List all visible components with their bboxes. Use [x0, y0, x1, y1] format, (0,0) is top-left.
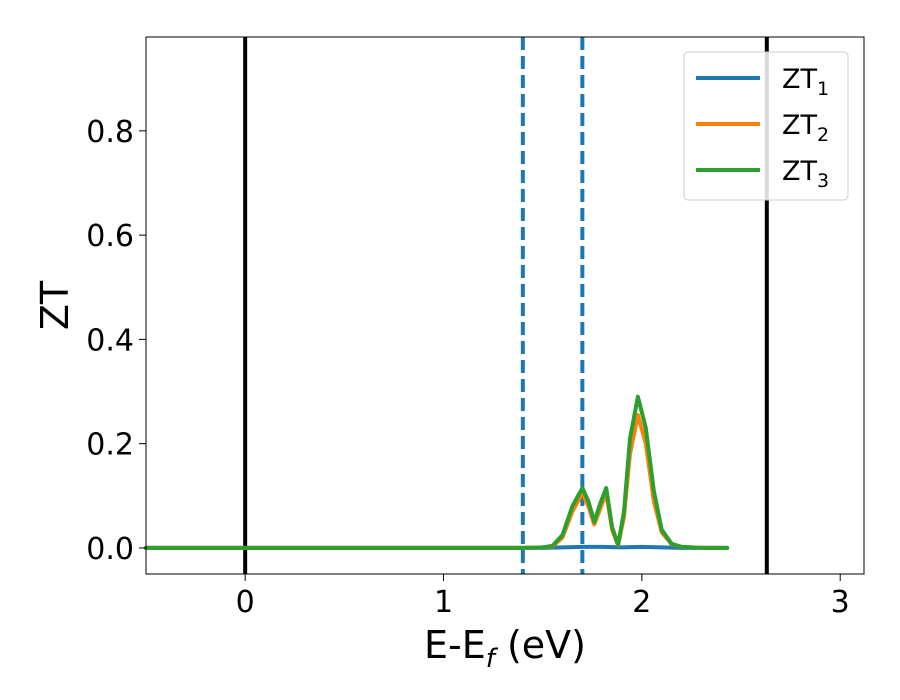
- y-tick-label: 0.2: [86, 428, 134, 463]
- series-line-3: [144, 394, 730, 550]
- x-tick-label: 0: [236, 585, 255, 620]
- x-axis-ticks: 0 1 2 3: [236, 574, 850, 620]
- x-tick-label: 2: [632, 585, 651, 620]
- x-tick-label: 1: [434, 585, 453, 620]
- plot-frame: [145, 36, 865, 575]
- legend-label-3: ZT3: [782, 156, 829, 192]
- legend: ZT1 ZT2 ZT3: [683, 51, 849, 201]
- y-tick-label: 0.8: [86, 115, 134, 150]
- series-lines: [144, 394, 730, 550]
- legend-box: [683, 51, 849, 201]
- series-line-2: [144, 413, 730, 550]
- x-tick-label: 3: [831, 585, 850, 620]
- legend-label-1: ZT1: [782, 64, 829, 100]
- y-axis-title: ZT: [33, 280, 77, 330]
- y-tick-label: 0.4: [86, 323, 134, 358]
- y-tick-label: 0.6: [86, 219, 134, 254]
- legend-label-2: ZT2: [782, 110, 829, 146]
- x-axis-title: E-Ef (eV): [424, 623, 586, 674]
- y-tick-label: 0.0: [86, 532, 134, 567]
- y-axis-ticks: 0.0 0.2 0.4 0.6 0.8: [86, 115, 146, 567]
